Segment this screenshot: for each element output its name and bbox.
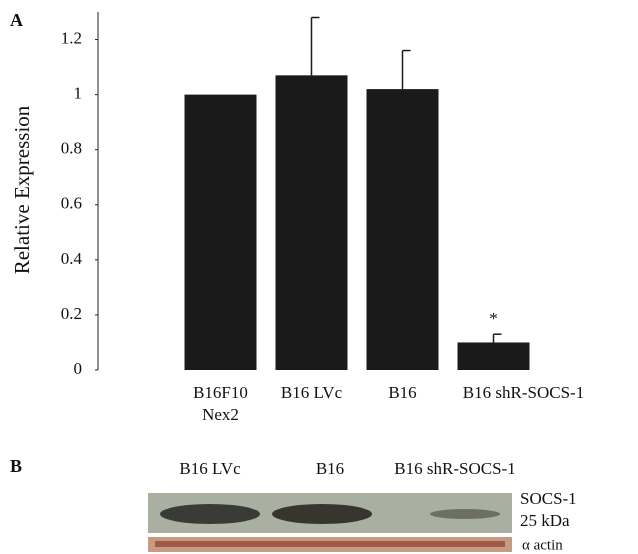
x-tick-label: B16 shR-SOCS-1 bbox=[444, 382, 604, 404]
blot-band bbox=[160, 504, 260, 524]
row-label: 25 kDa bbox=[520, 511, 570, 530]
panel-label: A bbox=[10, 10, 23, 30]
y-axis-title: Relative Expression bbox=[10, 105, 34, 274]
row-label: SOCS-1 bbox=[520, 489, 577, 508]
row-label: α actin bbox=[522, 537, 563, 553]
bar bbox=[185, 95, 257, 370]
y-tick-label: 0 bbox=[74, 359, 83, 378]
y-tick-label: 1.2 bbox=[61, 28, 82, 47]
blot-band bbox=[272, 504, 372, 524]
y-tick-label: 0.4 bbox=[61, 249, 83, 268]
y-tick-label: 0.8 bbox=[61, 139, 82, 158]
y-tick-label: 1 bbox=[74, 84, 83, 103]
lane-label: B16 shR-SOCS-1 bbox=[394, 459, 515, 478]
figure: A Relative Expression B B16 LVc B16 B16 … bbox=[0, 0, 638, 554]
y-tick-label: 0.6 bbox=[61, 194, 82, 213]
bar bbox=[367, 89, 439, 370]
annotation: * bbox=[489, 309, 498, 328]
actin-band bbox=[155, 541, 505, 547]
blot-band bbox=[430, 509, 500, 519]
bar bbox=[458, 342, 530, 370]
chart: A Relative Expression B B16 LVc B16 B16 … bbox=[0, 0, 638, 554]
panel-label: B bbox=[10, 456, 22, 476]
bar bbox=[276, 75, 348, 370]
y-tick-label: 0.2 bbox=[61, 304, 82, 323]
lane-label: B16 LVc bbox=[179, 459, 241, 478]
lane-label: B16 bbox=[316, 459, 344, 478]
